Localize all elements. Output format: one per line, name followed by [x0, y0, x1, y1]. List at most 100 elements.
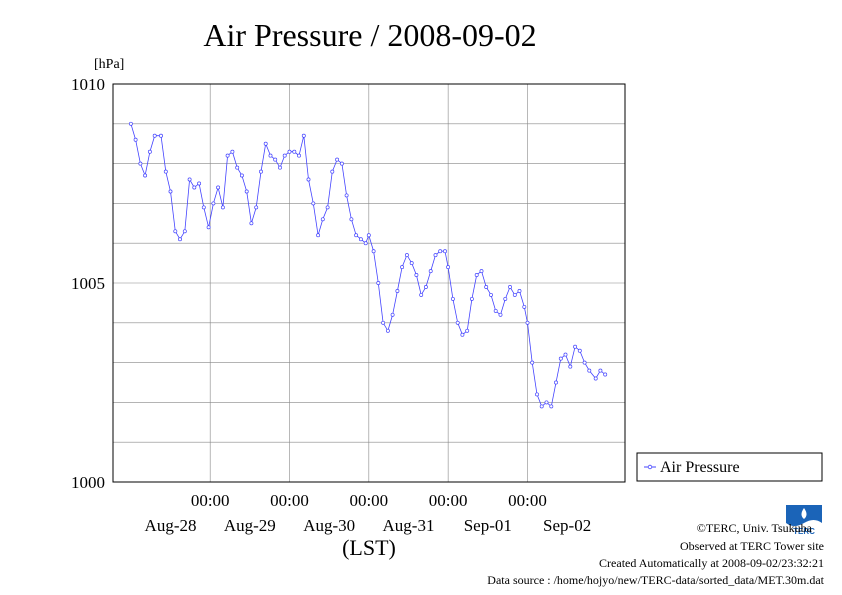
data-point: [498, 312, 503, 317]
data-point: [239, 173, 244, 178]
x-day-label: Aug-28: [145, 516, 197, 535]
data-point: [508, 285, 512, 289]
data-point: [582, 360, 587, 365]
data-point: [152, 133, 157, 138]
data-point: [446, 265, 451, 270]
data-point: [230, 149, 235, 154]
footer-data-source: Data source : /home/hojyo/new/TERC-data/…: [487, 573, 824, 587]
y-tick-label-1000: 1000: [71, 473, 105, 492]
data-point: [182, 229, 187, 234]
data-point: [211, 201, 216, 206]
data-point: [568, 364, 573, 369]
data-point: [419, 292, 424, 297]
data-point: [544, 400, 549, 405]
data-point: [573, 344, 578, 349]
data-point: [395, 289, 400, 293]
data-point: [376, 281, 381, 285]
series-air-pressure: [128, 121, 608, 409]
data-point: [173, 229, 178, 234]
data-point: [603, 372, 608, 377]
data-point: [306, 177, 311, 182]
data-point: [554, 380, 558, 385]
data-point: [263, 141, 268, 146]
data-point: [428, 269, 433, 274]
x-time-label: 00:00: [349, 491, 388, 510]
y-unit-label: [hPa]: [94, 57, 124, 72]
x-day-label: Aug-30: [303, 516, 355, 535]
data-point: [484, 285, 489, 289]
data-point: [197, 181, 202, 186]
data-point: [138, 161, 143, 166]
data-point: [268, 153, 273, 158]
data-point: [128, 121, 133, 126]
data-point: [220, 205, 225, 210]
legend: Air Pressure: [636, 452, 823, 482]
data-point: [206, 225, 211, 230]
data-point: [244, 189, 249, 194]
data-point: [385, 328, 390, 333]
x-day-label: Sep-01: [464, 516, 512, 535]
y-tick-label-1010: 1010: [71, 75, 105, 94]
data-point: [450, 296, 455, 301]
data-point: [390, 312, 395, 317]
data-point: [381, 320, 386, 325]
data-point: [503, 296, 508, 301]
legend-marker-sample: [647, 464, 653, 470]
data-point: [525, 320, 530, 325]
x-day-label: Aug-29: [224, 516, 276, 535]
data-point: [354, 233, 359, 238]
terc-logo: TERC: [786, 505, 822, 536]
data-point: [593, 376, 598, 381]
x-axis-label: (LST): [342, 535, 396, 560]
data-point: [201, 205, 206, 210]
data-point: [278, 165, 282, 170]
y-tick-label-1005: 1005: [71, 274, 105, 293]
x-day-label: Aug-31: [383, 516, 435, 535]
data-point: [400, 265, 405, 270]
data-point: [371, 249, 376, 254]
data-point: [330, 169, 335, 174]
data-point: [438, 249, 443, 254]
grid: [113, 84, 625, 482]
legend-label: Air Pressure: [660, 459, 740, 476]
x-time-label: 00:00: [191, 491, 230, 510]
chart-title: Air Pressure / 2008-09-02: [203, 17, 536, 53]
data-point: [598, 368, 603, 373]
data-point: [254, 205, 259, 210]
data-point: [358, 237, 363, 242]
footer-observed: Observed at TERC Tower site: [679, 539, 824, 553]
data-point: [147, 149, 152, 154]
series-line: [130, 123, 606, 408]
data-point: [563, 352, 568, 357]
data-point: [344, 193, 349, 198]
data-point: [465, 328, 470, 333]
data-point: [414, 273, 419, 277]
data-point: [235, 165, 240, 170]
data-point: [311, 201, 316, 206]
x-time-label: 00:00: [429, 491, 468, 510]
data-point: [469, 296, 474, 301]
x-time-label: 00:00: [508, 491, 547, 510]
footer-copyright: ©TERC, Univ. Tsukuba: [696, 521, 812, 535]
data-point: [535, 392, 539, 397]
data-point: [443, 249, 447, 254]
x-day-labels: Aug-28 Aug-29 Aug-30 Aug-31 Sep-01 Sep-02: [145, 516, 592, 535]
data-point: [433, 253, 438, 258]
data-point: [409, 261, 414, 266]
data-point: [455, 320, 460, 325]
data-point: [320, 217, 325, 222]
data-point: [216, 185, 221, 190]
data-point: [273, 157, 278, 162]
data-point: [558, 356, 563, 361]
data-point: [249, 221, 254, 226]
data-point: [474, 273, 479, 277]
footer-created: Created Automatically at 2008-09-02/23:3…: [599, 556, 824, 570]
data-point: [192, 185, 197, 190]
legend-box: [636, 452, 823, 482]
data-point: [366, 233, 371, 238]
data-point: [423, 285, 428, 289]
data-point: [178, 237, 182, 242]
data-point: [282, 153, 287, 158]
data-point: [522, 304, 527, 309]
